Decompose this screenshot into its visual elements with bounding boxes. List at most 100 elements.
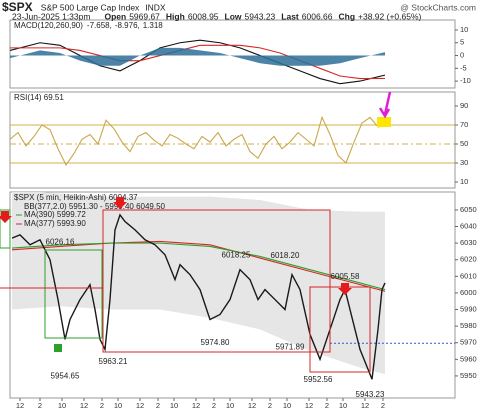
- y-tick-label: 70: [460, 120, 468, 129]
- x-tick-label: 10: [170, 401, 178, 410]
- series-line: [11, 213, 386, 380]
- y-tick-label: 0: [460, 51, 464, 60]
- price-annotation: 5954.65: [51, 371, 80, 380]
- legend-readout: -7.658,: [87, 21, 112, 30]
- x-tick-label: 10: [58, 401, 66, 410]
- range-box: [0, 209, 11, 249]
- arrow: [113, 197, 127, 209]
- symbol: $SPX: [2, 0, 33, 14]
- series-line: [11, 240, 386, 292]
- series-line: [11, 242, 386, 291]
- y-tick-label: 5970: [460, 338, 477, 347]
- legend-label: RSI(14) 69.51: [14, 93, 64, 102]
- x-tick-label: 12: [361, 401, 369, 410]
- arrow: [378, 91, 392, 119]
- legend-label: MA(377) 5993.90: [24, 219, 86, 228]
- x-tick-label: 2: [325, 401, 329, 410]
- y-tick-label: 30: [460, 158, 468, 167]
- y-tick-label: 5950: [460, 371, 477, 380]
- arrow: [338, 283, 352, 295]
- price-annotation: 6018.20: [271, 251, 300, 260]
- y-tick-label: 6010: [460, 271, 477, 280]
- index-name: S&P 500 Large Cap Index: [41, 2, 140, 12]
- x-tick-label: 12: [136, 401, 144, 410]
- y-tick-label: -10: [460, 76, 471, 85]
- quote-value: 5943.23: [245, 11, 276, 21]
- x-tick-label: 10: [339, 401, 347, 410]
- y-tick-label: -5: [460, 63, 467, 72]
- x-tick-label: 12: [192, 401, 200, 410]
- y-tick-label: 6030: [460, 238, 477, 247]
- quote-label: Low: [225, 11, 242, 21]
- legend-label: $SPX (5 min, Heikin-Ashi) 6004.37: [14, 193, 138, 202]
- x-tick-label: 2: [100, 401, 104, 410]
- panel-frame: [9, 19, 456, 89]
- x-tick-label: 2: [268, 401, 272, 410]
- date: 23-Jun-2025 1:33pm: [12, 11, 90, 21]
- price-annotation: 5952.56: [304, 375, 333, 384]
- x-tick-label: 10: [283, 401, 291, 410]
- price-annotation: 5971.89: [276, 343, 305, 352]
- quote-value: +38.92 (+0.65%): [358, 11, 421, 21]
- quote-value: 6008.95: [188, 11, 219, 21]
- range-box: [44, 249, 103, 339]
- price-annotation: 6026.16: [46, 238, 75, 247]
- y-tick-label: 6040: [460, 222, 477, 231]
- quote-label: Chg: [339, 11, 356, 21]
- x-tick-label: 12: [248, 401, 256, 410]
- x-tick-label: 12: [305, 401, 313, 410]
- y-tick-label: 50: [460, 139, 468, 148]
- legend-readout: 1.318: [143, 21, 164, 30]
- price-annotation: 6018.25: [222, 251, 251, 260]
- price-annotation: 5963.21: [99, 357, 128, 366]
- legend-readout: -8.976,: [115, 21, 140, 30]
- y-tick-label: 5990: [460, 305, 477, 314]
- x-tick-label: 12: [80, 401, 88, 410]
- panel-plot: [10, 115, 455, 166]
- y-tick-label: 6050: [460, 205, 477, 214]
- range-box: [309, 286, 371, 373]
- y-tick-label: 5: [460, 38, 464, 47]
- quote-value: 6006.66: [302, 11, 333, 21]
- x-tick-label: 2: [38, 401, 42, 410]
- annotation-shapes: [0, 91, 392, 373]
- price-annotation: 5974.80: [201, 338, 230, 347]
- x-tick-label: 12: [16, 401, 24, 410]
- panel-title: MACD(120,260,90): [14, 21, 83, 30]
- legend-label: BB(377,2.0) 5951.30 - 5999.40 6049.50: [24, 202, 166, 211]
- x-tick-label: 10: [226, 401, 234, 410]
- y-tick-label: 5960: [460, 354, 477, 363]
- range-box: [102, 209, 331, 353]
- marker: [54, 344, 62, 352]
- series-line: [10, 44, 386, 80]
- quote-value: 5969.67: [129, 11, 160, 21]
- y-tick-label: 10: [460, 25, 468, 34]
- y-tick-label: 6000: [460, 288, 477, 297]
- histogram-area: [10, 47, 385, 66]
- x-tick-label: 2: [212, 401, 216, 410]
- panels: [9, 19, 456, 399]
- panel-plot: [11, 192, 455, 380]
- panel-plot: [10, 39, 386, 85]
- y-tick-label: 90: [460, 101, 468, 110]
- price-annotation: 5943.23: [356, 390, 385, 399]
- watermark: @ StockCharts.com: [400, 2, 476, 12]
- x-tick-label: 2: [381, 401, 385, 410]
- x-tick-label: 10: [114, 401, 122, 410]
- panel-frame: [9, 191, 456, 399]
- arrow: [0, 211, 12, 223]
- y-tick-label: 5980: [460, 321, 477, 330]
- x-tick-label: 2: [156, 401, 160, 410]
- series-line: [10, 39, 386, 85]
- quote-label: Open: [104, 11, 126, 21]
- quote-label: High: [166, 11, 185, 21]
- y-tick-label: 6020: [460, 255, 477, 264]
- series-line: [10, 115, 387, 166]
- exchange: INDX: [145, 2, 166, 12]
- quote-label: Last: [281, 11, 299, 21]
- bollinger-band: [12, 192, 385, 375]
- panel-frame: [9, 91, 456, 189]
- marker: [377, 117, 391, 127]
- y-tick-label: 10: [460, 177, 468, 186]
